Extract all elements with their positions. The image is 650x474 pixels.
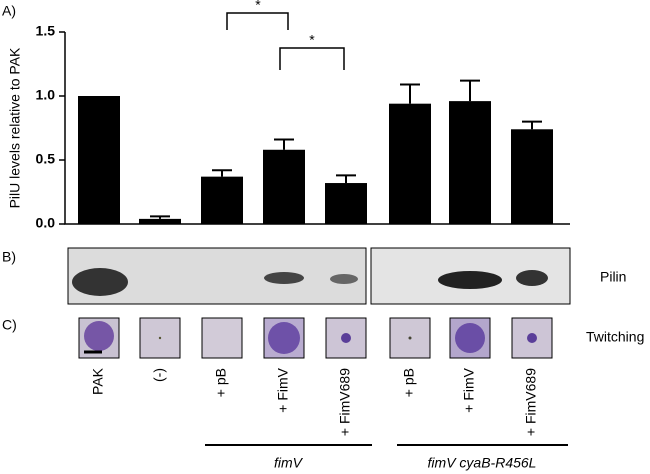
x-tick-label: + pB: [401, 368, 417, 397]
twitching-images: [78, 317, 553, 359]
group-label: fimV: [274, 455, 304, 471]
significance: *: [309, 32, 315, 48]
y-tick-label: 1.0: [36, 87, 56, 103]
bar: [201, 176, 243, 224]
y-tick-label: 0.0: [36, 215, 56, 231]
twitch-label: Twitching: [586, 329, 644, 345]
significance: *: [255, 0, 261, 13]
x-tick-label: (-): [151, 368, 167, 382]
panel-label: C): [2, 317, 17, 333]
bar: [139, 218, 181, 224]
y-axis-label: PilU levels relative to PAK: [7, 47, 23, 208]
bar: [263, 149, 305, 224]
blot-label: Pilin: [600, 269, 626, 285]
bar: [325, 183, 367, 224]
bar: [511, 129, 553, 224]
y-tick-label: 1.5: [36, 23, 56, 39]
panel-label: A): [2, 3, 16, 19]
y-tick-label: 0.5: [36, 151, 56, 167]
bar: [449, 101, 491, 224]
x-tick-label: + FimV689: [523, 368, 539, 436]
x-tick-label: + FimV: [275, 367, 291, 412]
blot: [67, 247, 571, 305]
group-label: fimV cyaB-R456L: [428, 455, 537, 471]
panel-label: B): [2, 249, 16, 265]
bar: [389, 103, 431, 224]
sig-bracket: [279, 47, 345, 70]
x-tick-label: + pB: [213, 368, 229, 397]
x-tick-label: PAK: [90, 367, 106, 395]
x-tick-label: + FimV: [461, 367, 477, 412]
bar: [78, 96, 120, 224]
sig-bracket: [226, 12, 289, 30]
axes: [64, 32, 570, 225]
x-tick-label: + FimV689: [337, 368, 353, 436]
